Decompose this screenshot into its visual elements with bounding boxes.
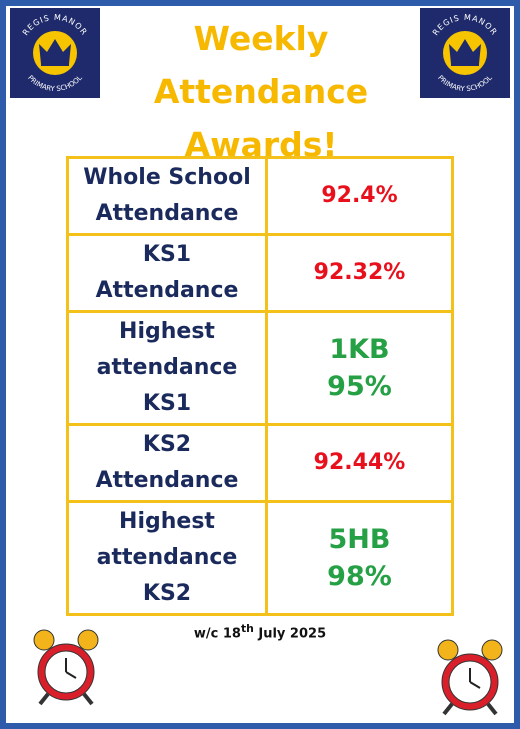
value-line: 95% xyxy=(327,371,392,402)
title-line: Weekly xyxy=(193,19,329,58)
row-value: 92.32% xyxy=(265,233,454,313)
date-line: w/c 18th July 2025 xyxy=(6,622,514,641)
row-value: 1KB 95% xyxy=(265,310,454,426)
value-line: 1KB xyxy=(329,334,390,365)
date-text: July 2025 xyxy=(253,626,327,642)
alarm-clock xyxy=(33,629,99,706)
value-line: 92.44% xyxy=(313,450,406,475)
table-row: Highest attendance KS2 5HB 98% xyxy=(66,500,454,616)
row-label: KS1 Attendance xyxy=(66,233,268,313)
value-line: 92.4% xyxy=(321,183,398,208)
row-value: 92.4% xyxy=(265,156,454,236)
row-label: KS2 Attendance xyxy=(66,423,268,503)
row-value: 5HB 98% xyxy=(265,500,454,616)
attendance-table: Whole School Attendance 92.4% KS1 Attendan… xyxy=(66,156,454,616)
title: Weekly Attendance Awards! xyxy=(116,12,406,171)
date-text: w/c 18 xyxy=(193,626,241,642)
table-row: KS2 Attendance 92.44% xyxy=(66,423,454,503)
row-label: Whole School Attendance xyxy=(66,156,268,236)
table-row: Whole School Attendance 92.4% xyxy=(66,156,454,236)
alarm-clock xyxy=(437,639,503,716)
table-row: Highest attendance KS1 1KB 95% xyxy=(66,310,454,426)
value-line: 98% xyxy=(327,561,392,592)
title-line: Attendance xyxy=(153,72,369,111)
school-logo: REGIS MANOR PRIMARY SCHOOL xyxy=(10,8,100,98)
value-line: 92.32% xyxy=(313,260,406,285)
date-suffix: th xyxy=(240,622,254,635)
value-line: 5HB xyxy=(328,524,391,555)
table-row: KS1 Attendance 92.32% xyxy=(66,233,454,313)
row-label: Highest attendance KS1 xyxy=(66,310,268,426)
row-label: Highest attendance KS2 xyxy=(66,500,268,616)
school-logo: REGIS MANOR PRIMARY SCHOOL xyxy=(420,8,510,98)
row-value: 92.44% xyxy=(265,423,454,503)
